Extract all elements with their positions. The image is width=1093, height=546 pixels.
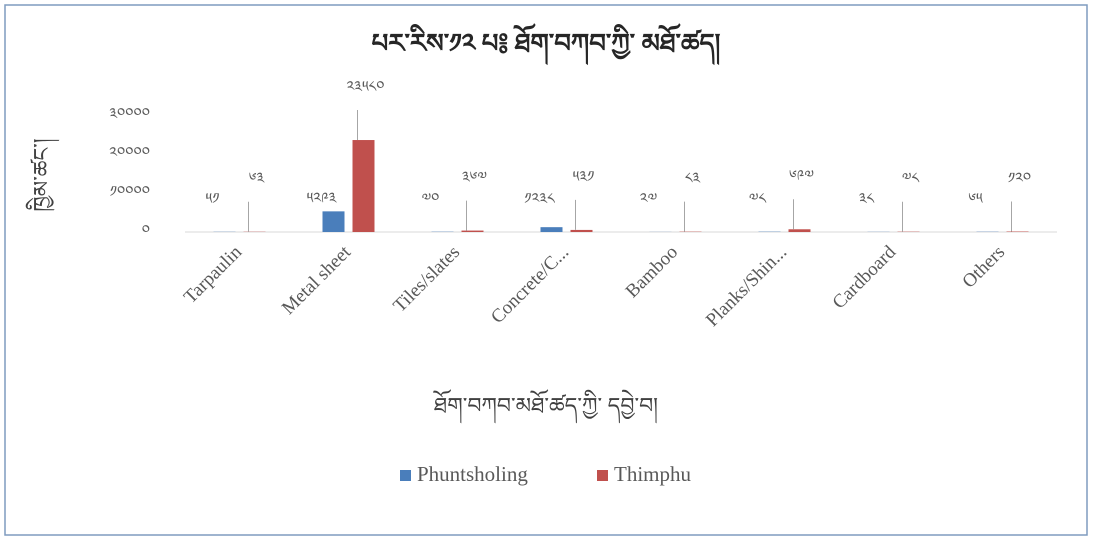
y-tick-label: ༢༠༠༠༠ [109, 145, 150, 161]
y-tick-label: ༠ [142, 223, 150, 239]
data-label: ༡༢༠ [1008, 171, 1031, 187]
data-label: ༢༣༥༨༠ [346, 79, 384, 95]
bar [323, 211, 345, 232]
legend-swatch [597, 470, 608, 481]
bar [571, 230, 593, 232]
y-tick-label: ༡༠༠༠༠ [110, 184, 150, 200]
data-label: ༡༢༣༨ [524, 191, 555, 207]
data-label: ༧༨ [749, 191, 767, 207]
data-label: ༥༢༩༣ [307, 191, 338, 207]
bar [541, 227, 563, 232]
data-label: ༧༠ [422, 191, 440, 207]
data-label: ༧༨ [902, 171, 920, 187]
legend-label: Thimphu [614, 462, 691, 486]
data-label: ༣༨ [859, 191, 875, 207]
data-label: ༥༡ [206, 191, 220, 207]
bar [353, 140, 375, 232]
legend-label: Phuntsholing [417, 462, 528, 486]
bar [462, 231, 484, 232]
data-label: ༦༣ [249, 171, 266, 187]
data-label: ༨༣ [685, 171, 702, 187]
data-label: ༦༥ [968, 191, 983, 207]
data-label: ༥༣༡ [573, 169, 595, 185]
legend-swatch [400, 470, 411, 481]
data-label: ༦༩༧ [789, 169, 814, 185]
data-label: ༢༧ [640, 191, 657, 207]
data-label: ༣༦༧ [462, 170, 487, 186]
y-tick-label: ༣༠༠༠༠ [109, 106, 150, 122]
bar [789, 229, 811, 232]
